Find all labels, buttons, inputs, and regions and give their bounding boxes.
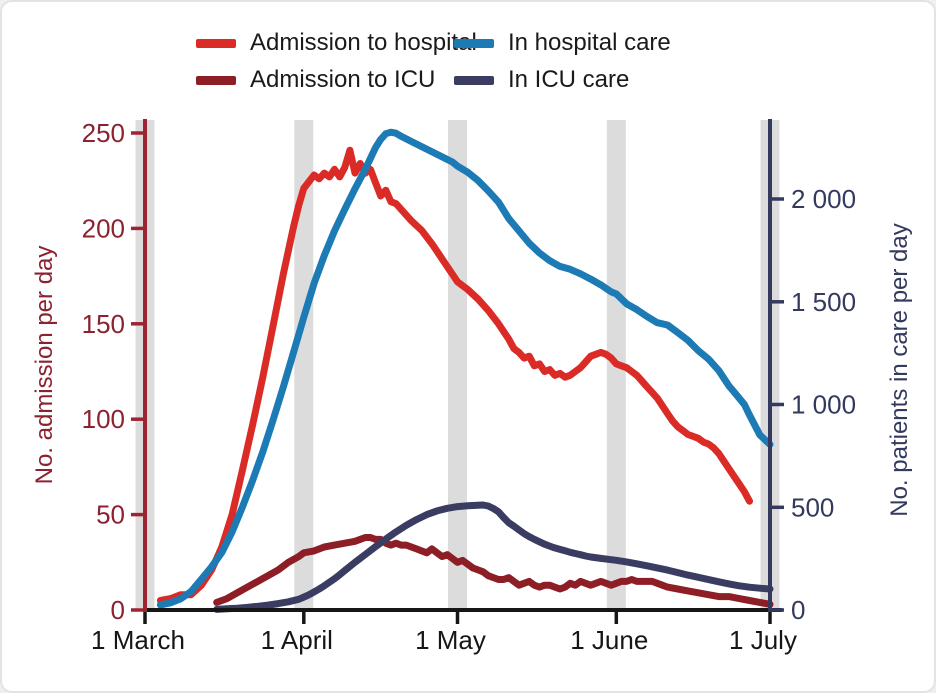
right-axis-tick-label: 1 500 xyxy=(791,287,856,317)
x-tick-label: 1 March xyxy=(91,625,185,655)
legend-swatch-admission-to-icu xyxy=(196,75,236,85)
right-axis-title: No. patients in care per day xyxy=(886,223,913,517)
month-band xyxy=(294,120,314,610)
legend-label-in-hospital-care: In hospital care xyxy=(508,29,671,56)
x-tick-label: 1 June xyxy=(570,625,648,655)
legend-item-admission-to-icu: Admission to ICU xyxy=(196,65,435,95)
right-axis-tick-label: 0 xyxy=(791,595,805,625)
legend-swatch-in-icu-care xyxy=(454,75,494,85)
left-axis-title: No. admission per day xyxy=(31,246,58,485)
month-band xyxy=(448,120,467,610)
left-axis-tick-label: 0 xyxy=(111,595,125,625)
left-axis-tick-label: 150 xyxy=(82,309,125,339)
x-tick-label: 1 May xyxy=(415,625,486,655)
x-tick-label: 1 July xyxy=(729,625,797,655)
legend-label-admission-to-icu: Admission to ICU xyxy=(250,66,436,93)
x-tick-label: 1 April xyxy=(261,625,333,655)
left-axis-tick-label: 50 xyxy=(96,500,125,530)
legend-item-in-icu-care: In ICU care xyxy=(454,65,629,95)
left-axis-tick-label: 200 xyxy=(82,213,125,243)
legend-swatch-admission-to-hospital xyxy=(196,38,236,48)
right-axis-tick-label: 500 xyxy=(791,492,834,522)
right-axis-tick-label: 2 000 xyxy=(791,184,856,214)
legend-item-in-hospital-care: In hospital care xyxy=(454,28,671,58)
series-admission-to-icu xyxy=(213,534,774,608)
series-in-hospital-care xyxy=(156,128,774,609)
left-axis-tick-label: 250 xyxy=(82,118,125,148)
right-axis-tick-label: 1 000 xyxy=(791,390,856,420)
legend-item-admission-to-hospital: Admission to hospital xyxy=(196,28,477,58)
legend-label-in-icu-care: In ICU care xyxy=(508,66,630,93)
left-axis-tick-label: 100 xyxy=(82,404,125,434)
series-admission-to-hospital xyxy=(156,146,753,604)
legend-swatch-in-hospital-care xyxy=(454,38,494,48)
legend-label-admission-to-hospital: Admission to hospital xyxy=(250,29,477,56)
series-in-icu-care xyxy=(213,501,774,613)
